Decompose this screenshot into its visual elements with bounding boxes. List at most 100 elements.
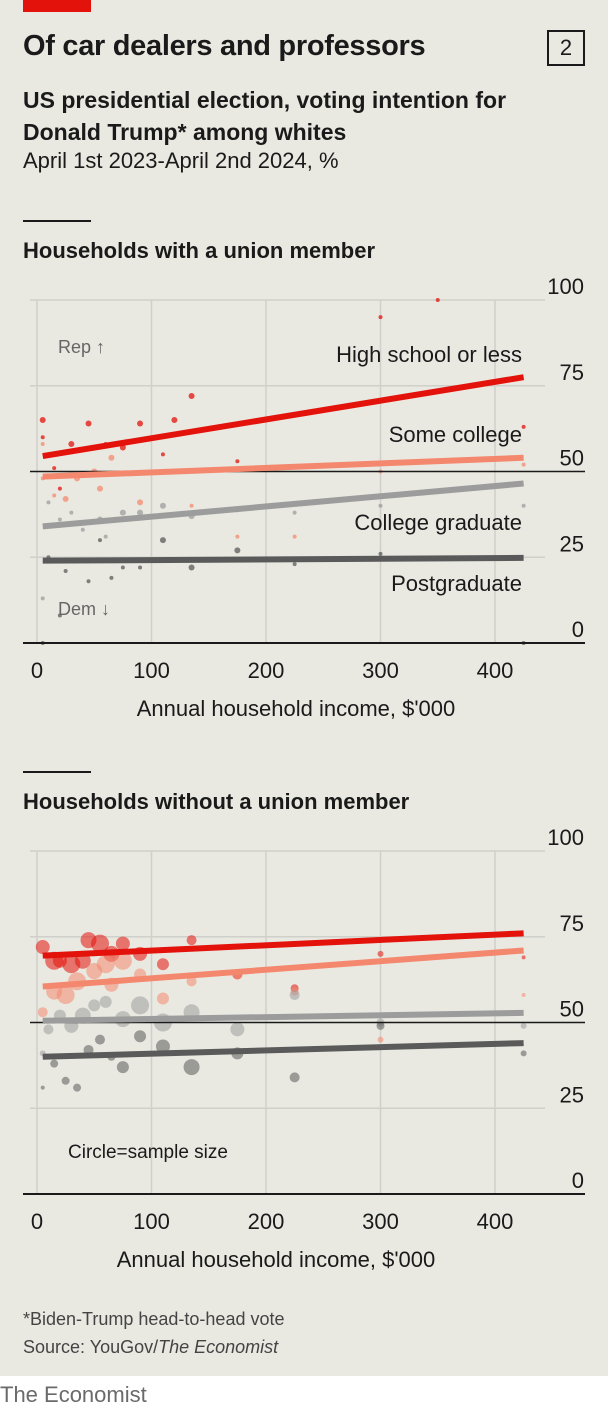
data-point [134, 1030, 147, 1043]
trend-line [42, 374, 525, 460]
x-tick-label: 100 [133, 1209, 170, 1234]
series-label: Some college [389, 422, 522, 447]
date-range-note: April 1st 2023-April 2nd 2024, % [23, 148, 339, 173]
data-point [137, 499, 144, 506]
size-note-annotation: Circle=sample size [68, 1142, 228, 1163]
data-point [378, 503, 383, 508]
series-label: Postgraduate [391, 571, 522, 596]
data-point [57, 517, 62, 522]
data-point [521, 503, 526, 508]
data-point [137, 420, 144, 427]
chart-number-badge: 2 [547, 30, 585, 66]
y-tick-label: 50 [560, 446, 584, 471]
x-tick-label: 300 [362, 1209, 399, 1234]
panel-1-title: Households with a union member [23, 238, 376, 263]
x-tick-label: 0 [31, 1209, 43, 1234]
data-point [56, 986, 75, 1005]
data-point [88, 999, 101, 1012]
data-point [73, 1083, 82, 1092]
data-point [292, 534, 297, 539]
data-point [137, 509, 144, 516]
data-point [115, 936, 130, 951]
data-point [186, 935, 197, 946]
data-point [156, 958, 169, 971]
data-point [52, 466, 57, 471]
data-point [188, 564, 195, 571]
data-point [39, 417, 46, 424]
chart-title: Of car dealers and professors [23, 30, 426, 62]
data-point [377, 950, 384, 957]
data-point [289, 990, 300, 1001]
data-point [138, 565, 143, 570]
data-point [113, 951, 132, 970]
trend-line [42, 1040, 524, 1060]
data-point [35, 940, 50, 955]
data-point [40, 596, 45, 601]
footnote: *Biden-Trump head-to-head vote [23, 1309, 285, 1329]
x-tick-label: 200 [248, 1209, 285, 1234]
y-tick-label: 0 [572, 1168, 584, 1193]
data-point [86, 579, 91, 584]
y-tick-label: 0 [572, 617, 584, 642]
data-point [46, 500, 51, 505]
data-point [521, 462, 526, 467]
brand-strip [0, 1376, 608, 1411]
data-point [116, 1061, 129, 1074]
data-point [435, 298, 440, 302]
data-point [63, 568, 68, 573]
union-chart: 0 25 50 75 100 0 100 200 300 400 Annual household … [23, 274, 585, 721]
y-tick-label: 50 [560, 997, 584, 1022]
data-point [50, 1059, 59, 1068]
x-tick-label: 0 [31, 658, 43, 683]
panel-2-rule [23, 771, 91, 773]
data-point [40, 435, 45, 440]
data-point [235, 459, 240, 464]
x-tick-label: 100 [133, 658, 170, 683]
data-point [37, 1007, 48, 1018]
data-point [289, 1072, 300, 1083]
data-point [292, 562, 297, 567]
chart-subtitle: US presidential election, voting intenti… [23, 87, 507, 145]
x-axis-title: Annual household income, $'000 [137, 696, 456, 721]
x-tick-label: 300 [362, 658, 399, 683]
data-point [109, 575, 114, 580]
accent-bar [23, 0, 91, 12]
non-union-chart: 0 25 50 75 100 0 100 200 300 400 Annual household … [23, 825, 585, 1272]
data-point [520, 1022, 527, 1029]
data-point [52, 493, 57, 498]
brand-name: The Economist [0, 1382, 147, 1407]
data-point [292, 510, 297, 515]
series-label: High school or less [336, 342, 522, 367]
data-point [96, 485, 103, 492]
data-point [85, 420, 92, 427]
data-point [521, 993, 526, 998]
data-point [186, 976, 197, 987]
y-tick-label: 100 [547, 274, 584, 299]
data-point [520, 1050, 527, 1057]
data-point [57, 486, 62, 491]
data-point [96, 955, 115, 974]
x-axis-title: Annual household income, $'000 [117, 1247, 436, 1272]
y-tick-label: 25 [560, 531, 584, 556]
data-point [119, 509, 126, 516]
panel-2-title: Households without a union member [23, 789, 410, 814]
data-point [61, 1076, 70, 1085]
data-point [376, 1021, 385, 1030]
data-point [80, 527, 85, 532]
data-point [103, 534, 108, 539]
data-point [68, 441, 75, 448]
data-point [131, 996, 150, 1015]
series-label: College graduate [354, 510, 522, 535]
trend-line [42, 930, 524, 959]
rep-annotation: Rep ↑ [58, 337, 105, 357]
data-point [94, 1034, 105, 1045]
data-point [62, 495, 69, 502]
trend-line [42, 480, 524, 530]
data-point [189, 503, 194, 508]
data-point [521, 424, 526, 429]
data-point [97, 538, 102, 543]
data-point [90, 934, 109, 953]
trend-line [42, 554, 524, 564]
y-tick-label: 75 [560, 360, 584, 385]
source-publication: The Economist [158, 1337, 279, 1357]
